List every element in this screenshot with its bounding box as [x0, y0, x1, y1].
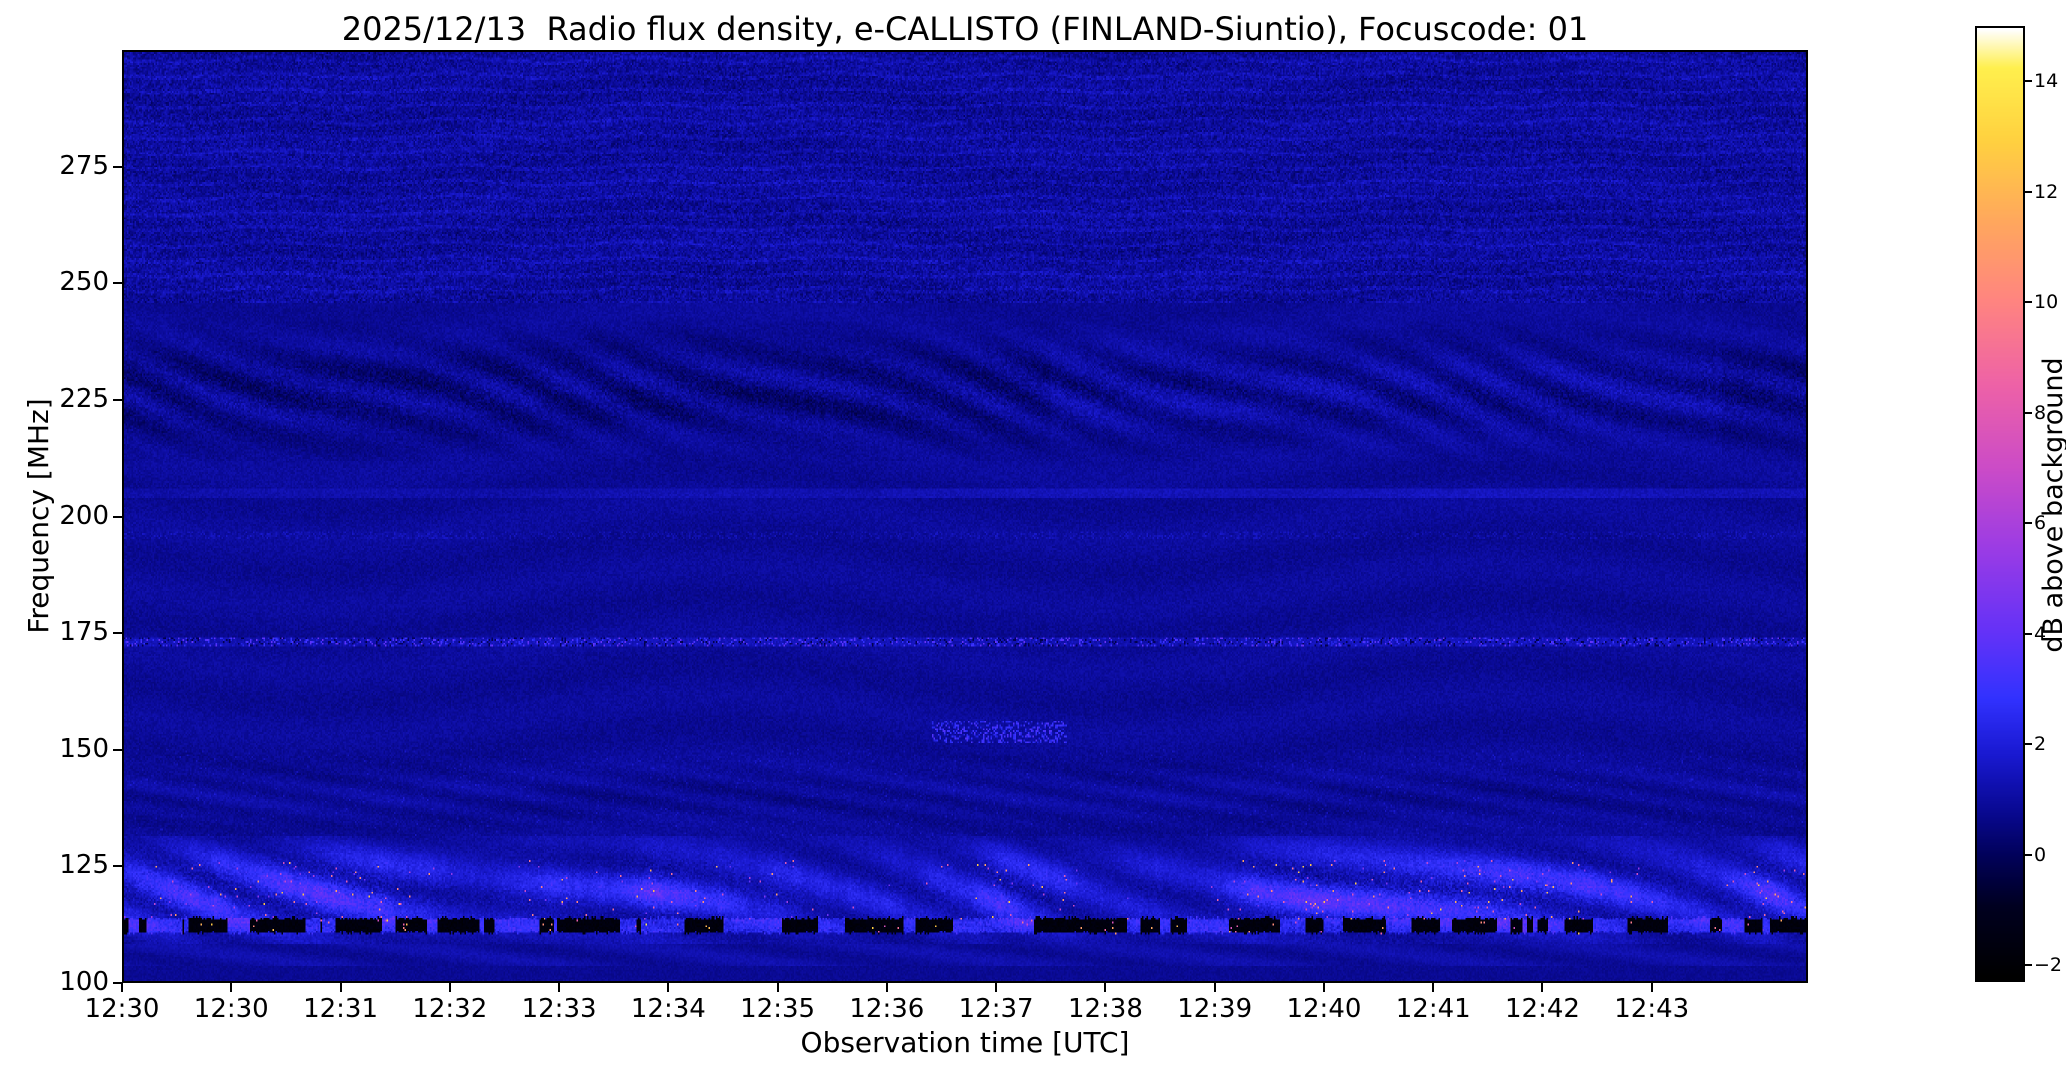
colorbar-tick-label: 10 [2034, 291, 2059, 314]
y-tick-mark [113, 982, 122, 984]
x-tick-mark [1432, 983, 1435, 992]
y-tick-label: 175 [59, 617, 109, 648]
colorbar-tick-mark [2025, 853, 2032, 856]
x-tick-label: 12:36 [849, 994, 925, 1024]
x-axis-label: Observation time [UTC] [800, 1026, 1130, 1059]
x-tick-label: 12:33 [521, 994, 597, 1024]
x-tick-mark [230, 983, 233, 992]
x-tick-label: 12:38 [1067, 994, 1143, 1024]
colorbar [1975, 26, 2025, 982]
colorbar-tick-mark [2025, 80, 2032, 83]
x-tick-mark [1104, 983, 1107, 992]
x-tick-label: 12:43 [1614, 994, 1690, 1024]
colorbar-tick-label: 2 [2034, 733, 2047, 756]
x-tick-label: 12:37 [958, 994, 1034, 1024]
colorbar-tick-mark [2025, 190, 2032, 193]
colorbar-canvas [1977, 28, 2023, 980]
colorbar-tick-mark [2025, 964, 2032, 967]
y-tick-mark [113, 515, 122, 518]
x-tick-label: 12:41 [1395, 994, 1471, 1024]
x-tick-mark [1541, 983, 1544, 992]
x-tick-label: 12:30 [193, 994, 269, 1024]
x-tick-label: 12:32 [412, 994, 488, 1024]
colorbar-tick-mark [2025, 301, 2032, 304]
colorbar-tick-mark [2025, 743, 2032, 746]
y-tick-label: 100 [59, 967, 109, 997]
x-tick-label: 12:40 [1286, 994, 1362, 1024]
colorbar-tick-label: −2 [2034, 954, 2063, 977]
x-tick-mark [121, 983, 123, 992]
x-tick-mark [339, 983, 342, 992]
colorbar-tick-label: 8 [2034, 401, 2047, 424]
y-tick-label: 225 [59, 383, 109, 414]
x-tick-mark [1650, 983, 1653, 992]
colorbar-tick-mark [2025, 522, 2032, 525]
y-tick-mark [113, 865, 122, 868]
colorbar-tick-label: 0 [2034, 843, 2047, 866]
spectrogram-plot [122, 50, 1808, 983]
x-tick-mark [885, 983, 888, 992]
y-tick-label: 150 [59, 733, 109, 764]
colorbar-tick-label: 6 [2034, 512, 2047, 535]
x-tick-mark [995, 983, 998, 992]
spectrogram-canvas [124, 52, 1806, 981]
x-tick-label: 12:30 [84, 994, 160, 1024]
y-tick-label: 250 [59, 267, 109, 298]
y-tick-mark [113, 748, 122, 751]
colorbar-tick-label: 12 [2034, 180, 2059, 203]
x-tick-mark [558, 983, 561, 992]
y-tick-label: 275 [59, 150, 109, 181]
x-tick-mark [448, 983, 451, 992]
y-tick-mark [113, 165, 122, 168]
x-tick-label: 12:35 [740, 994, 816, 1024]
y-tick-mark [113, 398, 122, 401]
x-tick-label: 12:31 [303, 994, 378, 1024]
x-tick-label: 12:39 [1177, 994, 1253, 1024]
colorbar-tick-mark [2025, 411, 2032, 414]
y-tick-label: 125 [59, 850, 109, 881]
y-tick-mark [113, 282, 122, 285]
colorbar-tick-label: 14 [2034, 70, 2059, 93]
colorbar-tick-label: 4 [2034, 622, 2047, 645]
colorbar-tick-mark [2025, 632, 2032, 635]
x-tick-mark [667, 983, 670, 992]
x-tick-label: 12:34 [630, 994, 706, 1024]
y-tick-mark [113, 632, 122, 635]
x-tick-mark [776, 983, 779, 992]
y-tick-label: 200 [59, 500, 109, 531]
x-tick-label: 12:42 [1505, 994, 1580, 1024]
x-tick-mark [1322, 983, 1325, 992]
x-tick-mark [1213, 983, 1216, 992]
chart-title: 2025/12/13 Radio flux density, e-CALLIST… [341, 10, 1589, 48]
